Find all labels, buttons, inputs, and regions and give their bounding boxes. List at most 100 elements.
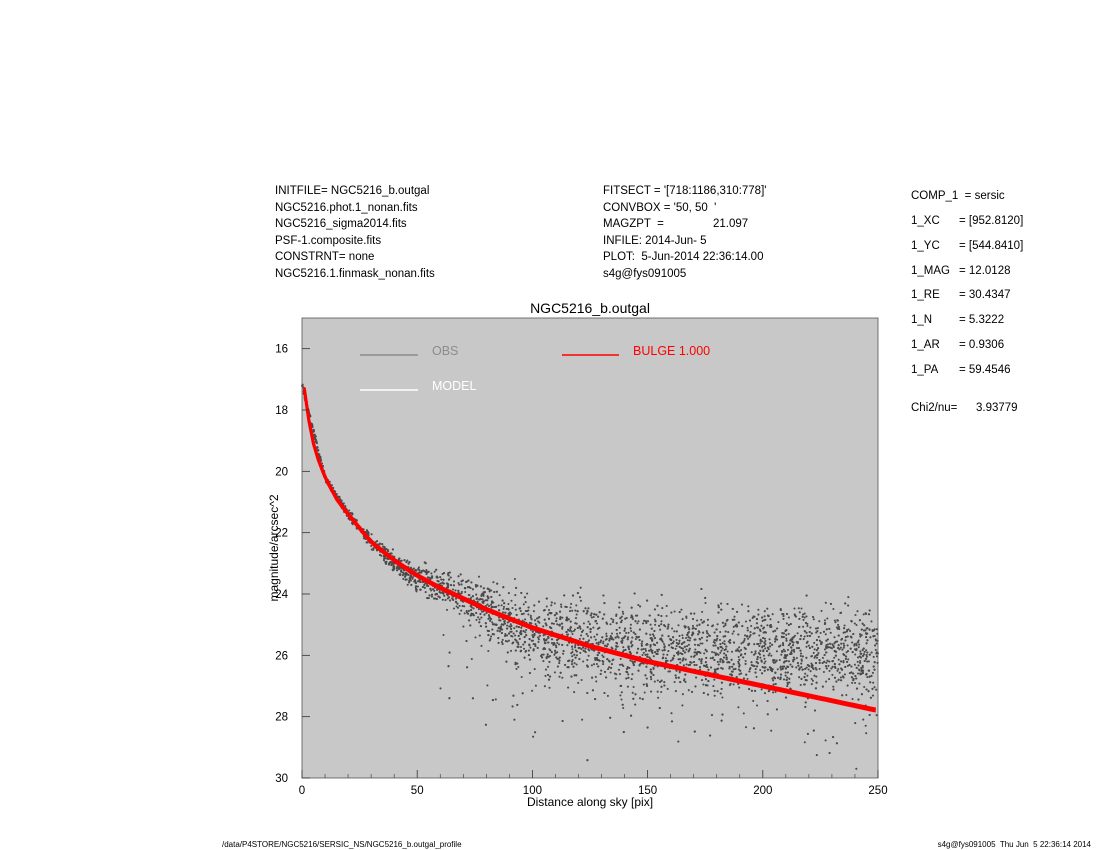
obs-point	[410, 583, 413, 586]
obs-point	[597, 643, 600, 646]
obs-point	[550, 601, 553, 604]
obs-point	[616, 651, 619, 654]
obs-point	[716, 673, 719, 676]
obs-point	[711, 656, 715, 659]
obs-point	[861, 654, 865, 657]
obs-point	[405, 578, 408, 581]
obs-point	[850, 676, 853, 679]
obs-point	[593, 649, 596, 652]
obs-point	[553, 602, 556, 605]
obs-point	[835, 626, 839, 629]
obs-point	[770, 625, 773, 628]
obs-point	[691, 631, 694, 634]
obs-point	[869, 681, 872, 684]
obs-point	[511, 606, 514, 610]
obs-point	[411, 568, 414, 571]
obs-point	[758, 634, 761, 637]
obs-point	[852, 672, 855, 675]
obs-point	[516, 645, 519, 648]
obs-point	[396, 561, 399, 564]
obs-point	[813, 656, 816, 659]
obs-point	[804, 679, 807, 682]
obs-point	[397, 562, 400, 566]
obs-point	[834, 654, 837, 657]
obs-point	[371, 542, 374, 545]
obs-point	[748, 670, 751, 673]
obs-point	[861, 672, 864, 675]
obs-point	[324, 475, 327, 478]
obs-point	[864, 704, 867, 707]
obs-point	[824, 665, 828, 668]
obs-point	[638, 663, 641, 667]
obs-point	[748, 619, 752, 622]
obs-point	[609, 623, 612, 626]
obs-point	[331, 489, 334, 492]
obs-point	[570, 675, 573, 678]
obs-point	[761, 672, 764, 675]
obs-point	[561, 627, 564, 630]
obs-point	[832, 644, 835, 647]
obs-point	[725, 656, 728, 659]
obs-point	[724, 654, 728, 657]
obs-point	[469, 605, 472, 608]
header-mask-file: NGC5216.1.finmask_nonan.fits	[275, 267, 435, 280]
obs-point	[762, 654, 765, 657]
obs-point	[429, 587, 432, 590]
obs-point	[784, 629, 787, 633]
obs-point	[693, 651, 696, 654]
obs-point	[571, 645, 574, 648]
obs-point	[652, 673, 655, 677]
obs-point	[400, 570, 403, 573]
obs-point	[650, 637, 653, 640]
obs-point	[322, 473, 325, 476]
obs-point	[597, 665, 600, 668]
footer-file-path: /data/P4STORE/NGC5216/SERSIC_NS/NGC5216_…	[222, 840, 462, 849]
obs-point	[840, 611, 843, 614]
obs-point	[475, 593, 478, 596]
obs-point	[721, 696, 724, 699]
obs-point	[315, 442, 318, 445]
obs-point	[721, 621, 724, 624]
obs-point	[582, 610, 585, 613]
obs-point	[355, 519, 358, 522]
obs-point	[763, 630, 766, 634]
obs-point	[317, 452, 320, 455]
obs-point	[528, 658, 532, 661]
obs-point	[374, 541, 377, 544]
obs-point	[732, 663, 735, 666]
obs-point	[519, 650, 522, 653]
obs-point	[843, 627, 846, 630]
y-tick-label: 22	[275, 528, 288, 540]
obs-point	[853, 622, 856, 625]
obs-point	[798, 617, 801, 620]
obs-point	[410, 568, 413, 571]
obs-point	[489, 619, 492, 622]
obs-point	[762, 650, 765, 653]
obs-point	[653, 637, 656, 640]
obs-point	[678, 645, 681, 648]
obs-point	[602, 594, 605, 597]
obs-point	[639, 605, 642, 608]
obs-point	[534, 643, 537, 646]
obs-point	[332, 489, 335, 492]
obs-point	[840, 638, 843, 641]
obs-point	[342, 502, 345, 505]
obs-point	[694, 685, 697, 688]
obs-point	[656, 679, 659, 682]
obs-point	[381, 548, 384, 551]
obs-point	[632, 662, 635, 665]
obs-point	[563, 594, 566, 597]
obs-point	[445, 586, 449, 589]
obs-point	[776, 668, 779, 671]
obs-point	[515, 586, 518, 589]
obs-point	[713, 631, 716, 634]
obs-point	[775, 659, 778, 662]
obs-point	[748, 642, 751, 645]
obs-point	[476, 600, 479, 603]
obs-point	[794, 615, 797, 618]
component-param-row: 1_MAG = 12.0128	[911, 265, 1010, 277]
obs-point	[532, 735, 535, 738]
obs-point	[335, 495, 338, 498]
obs-point	[678, 611, 681, 614]
obs-point	[490, 617, 493, 621]
